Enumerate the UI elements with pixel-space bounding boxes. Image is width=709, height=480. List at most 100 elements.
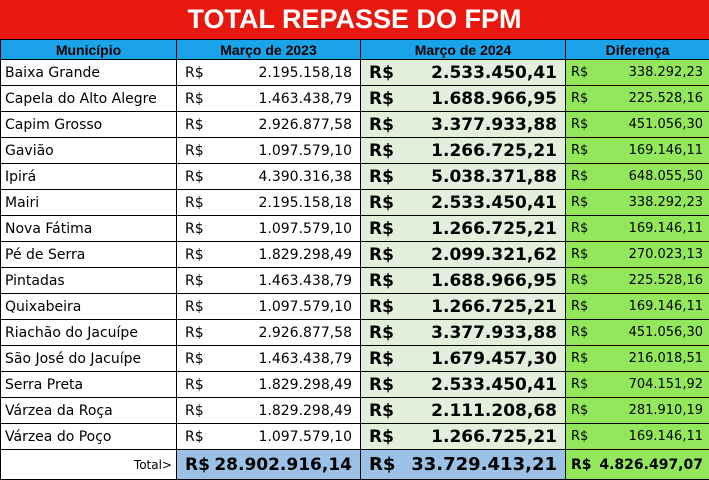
municipio-cell: Várzea da Roça (1, 398, 177, 424)
table-title: TOTAL REPASSE DO FPM (0, 0, 709, 40)
diferenca-value: 216.018,51 (629, 351, 709, 366)
marco-2023-value: 1.097.579,10 (258, 221, 360, 237)
diferenca-cell: R$451.056,30 (566, 112, 709, 138)
municipio-cell: Gavião (1, 138, 177, 164)
header-marco-2023: Março de 2023 (177, 40, 361, 60)
municipio-cell: Várzea do Poço (1, 424, 177, 450)
marco-2024-cell: R$2.533.450,41 (361, 190, 566, 216)
marco-2023-cell: R$1.463.438,79 (177, 86, 361, 112)
marco-2023-cell: R$2.195.158,18 (177, 190, 361, 216)
currency-symbol: R$ (177, 325, 204, 341)
diferenca-cell: R$451.056,30 (566, 320, 709, 346)
total-row: Total> R$28.902.916,14 R$33.729.413,21 R… (1, 450, 709, 480)
total-marco-2024: 33.729.413,21 (411, 454, 565, 475)
diferenca-value: 169.146,11 (629, 143, 709, 158)
fpm-table: Município Março de 2023 Março de 2024 Di… (0, 39, 709, 480)
marco-2024-cell: R$2.111.208,68 (361, 398, 566, 424)
municipio-cell: Capela do Alto Alegre (1, 86, 177, 112)
diferenca-cell: R$704.151,92 (566, 372, 709, 398)
currency-symbol: R$ (361, 63, 394, 83)
currency-symbol: R$ (361, 375, 394, 395)
municipio-cell: Quixabeira (1, 294, 177, 320)
diferenca-value: 338.292,23 (629, 65, 709, 80)
marco-2023-value: 1.097.579,10 (258, 429, 360, 445)
marco-2023-value: 1.829.298,49 (258, 403, 360, 419)
municipio-cell: Nova Fátima (1, 216, 177, 242)
currency-symbol: R$ (361, 167, 394, 187)
currency-symbol: R$ (177, 351, 204, 367)
currency-symbol: R$ (566, 65, 588, 80)
marco-2024-cell: R$1.266.725,21 (361, 294, 566, 320)
currency-symbol: R$ (177, 403, 204, 419)
marco-2023-cell: R$1.097.579,10 (177, 138, 361, 164)
municipio-cell: Pé de Serra (1, 242, 177, 268)
currency-symbol: R$ (566, 351, 588, 366)
diferenca-value: 338.292,23 (629, 195, 709, 210)
diferenca-value: 704.151,92 (629, 377, 709, 392)
currency-symbol: R$ (566, 429, 588, 444)
diferenca-cell: R$225.528,16 (566, 86, 709, 112)
currency-symbol: R$ (177, 117, 204, 133)
currency-symbol: R$ (361, 454, 395, 475)
diferenca-value: 225.528,16 (629, 273, 709, 288)
marco-2024-cell: R$ 1.688.966,95 (361, 268, 566, 294)
diferenca-cell: R$ 338.292,23 (566, 60, 709, 86)
diferenca-cell: R$169.146,11 (566, 424, 709, 450)
marco-2024-value: 1.266.725,21 (431, 297, 565, 317)
municipio-cell: São José do Jacuípe (1, 346, 177, 372)
currency-symbol: R$ (361, 271, 394, 291)
total-diferenca-cell: R$ 4.826.497,07 (566, 450, 709, 480)
marco-2024-cell: R$1.266.725,21 (361, 424, 566, 450)
currency-symbol: R$ (177, 221, 204, 237)
currency-symbol: R$ (361, 427, 394, 447)
currency-symbol: R$ (177, 169, 204, 185)
marco-2024-cell: R$1.266.725,21 (361, 138, 566, 164)
marco-2024-cell: R$3.377.933,88 (361, 112, 566, 138)
marco-2023-value: 2.926.877,58 (258, 325, 360, 341)
marco-2024-value: 1.688.966,95 (431, 271, 565, 291)
marco-2023-value: 1.463.438,79 (258, 91, 360, 107)
currency-symbol: R$ (177, 429, 204, 445)
currency-symbol: R$ (566, 247, 588, 262)
marco-2024-cell: R$1.688.966,95 (361, 86, 566, 112)
diferenca-value: 648.055,50 (629, 169, 709, 184)
marco-2024-value: 1.266.725,21 (431, 141, 565, 161)
currency-symbol: R$ (566, 143, 588, 158)
marco-2024-value: 2.533.450,41 (431, 63, 565, 83)
municipio-cell: Serra Preta (1, 372, 177, 398)
marco-2023-cell: R$ 1.097.579,10 (177, 424, 361, 450)
diferenca-value: 169.146,11 (629, 299, 709, 314)
diferenca-value: 281.910,19 (629, 403, 709, 418)
marco-2024-cell: R$ 5.038.371,88 (361, 164, 566, 190)
header-marco-2024: Março de 2024 (361, 40, 566, 60)
currency-symbol: R$ (566, 195, 588, 210)
total-marco-2023: 28.902.916,14 (214, 455, 360, 475)
currency-symbol: R$ (566, 273, 588, 288)
diferenca-cell: R$ 169.146,11 (566, 138, 709, 164)
marco-2024-value: 2.099.321,62 (431, 245, 565, 265)
marco-2023-value: 2.926.877,58 (258, 117, 360, 133)
marco-2024-value: 3.377.933,88 (431, 323, 565, 343)
currency-symbol: R$ (177, 377, 204, 393)
total-diferenca: 4.826.497,07 (599, 457, 709, 473)
marco-2023-value: 2.195.158,18 (258, 65, 360, 81)
marco-2024-cell: R$2.099.321,62 (361, 242, 566, 268)
diferenca-value: 270.023,13 (629, 247, 709, 262)
marco-2024-value: 1.688.966,95 (431, 89, 565, 109)
currency-symbol: R$ (566, 169, 588, 184)
marco-2024-value: 5.038.371,88 (431, 167, 565, 187)
diferenca-cell: R$281.910,19 (566, 398, 709, 424)
total-label: Total> (1, 450, 177, 480)
diferenca-value: 169.146,11 (629, 221, 709, 236)
marco-2024-cell: R$ 2.533.450,41 (361, 60, 566, 86)
currency-symbol: R$ (566, 457, 592, 473)
marco-2023-cell: R$ 2.926.877,58 (177, 112, 361, 138)
